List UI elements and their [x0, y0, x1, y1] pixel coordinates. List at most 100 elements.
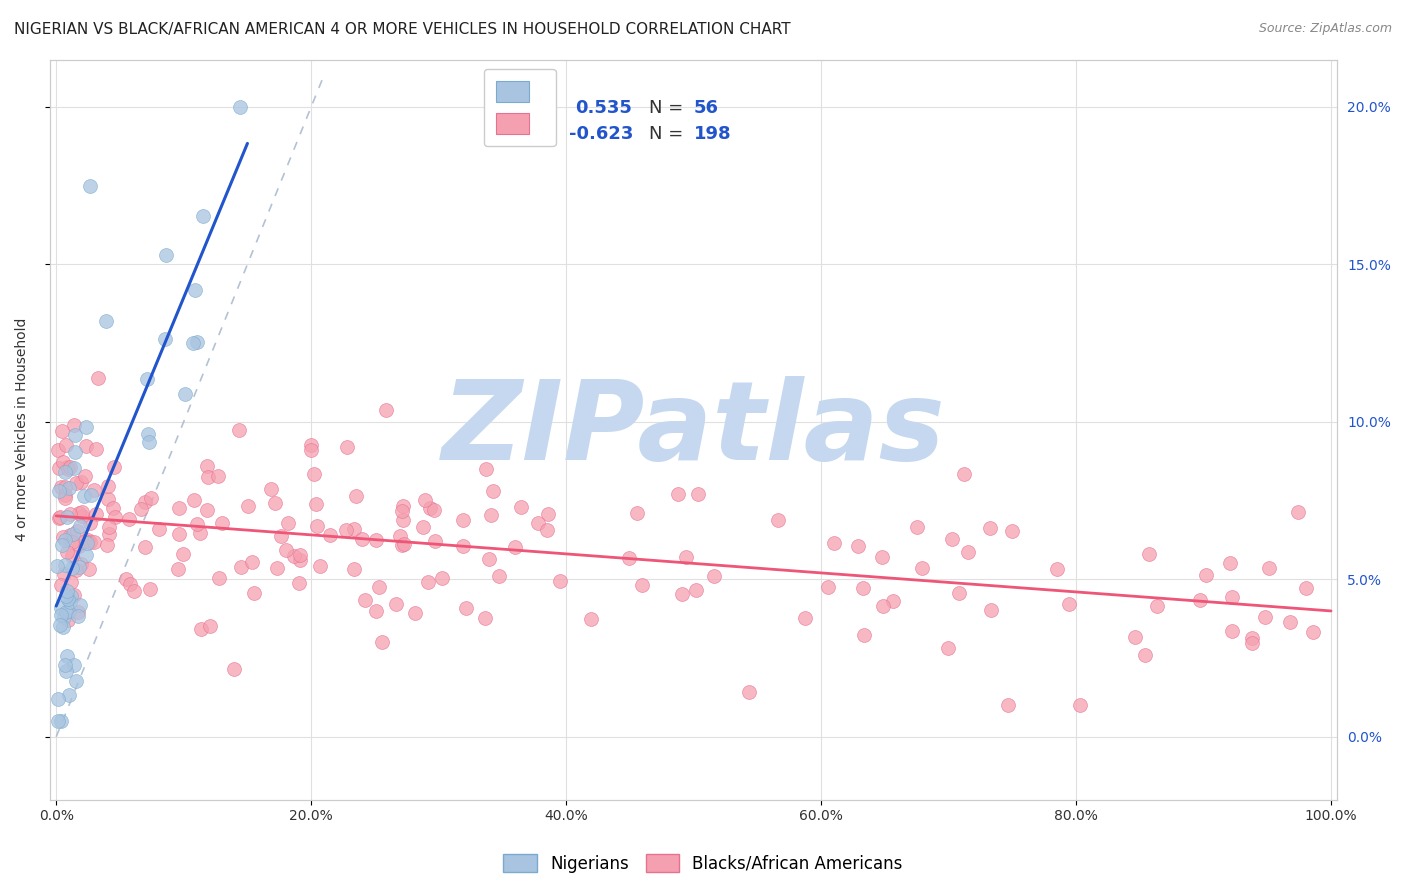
Point — [368, 580, 391, 594]
Point — [72, 504, 94, 518]
Point — [73, 469, 96, 483]
Point — [53, 480, 76, 494]
Point — [299, 438, 322, 452]
Point — [83, 534, 105, 549]
Point — [83, 483, 105, 498]
Point — [686, 487, 709, 501]
Point — [167, 501, 190, 516]
Point — [302, 467, 325, 481]
Point — [671, 587, 693, 601]
Point — [288, 575, 311, 590]
Point — [58, 482, 80, 496]
Point — [195, 503, 218, 517]
Point — [65, 564, 87, 578]
Point — [980, 602, 1002, 616]
Point — [1258, 560, 1281, 574]
Point — [738, 685, 761, 699]
Point — [343, 522, 366, 536]
Point — [172, 547, 194, 561]
Point — [59, 528, 82, 542]
Point — [509, 500, 531, 515]
Point — [195, 458, 218, 473]
Legend: Nigerians, Blacks/African Americans: Nigerians, Blacks/African Americans — [496, 847, 910, 880]
Point — [97, 527, 120, 541]
Point — [207, 469, 229, 483]
Point — [242, 585, 264, 599]
Point — [58, 688, 80, 702]
Point — [283, 549, 305, 563]
Point — [675, 550, 697, 565]
Point — [948, 586, 970, 600]
Point — [305, 519, 328, 533]
Text: NIGERIAN VS BLACK/AFRICAN AMERICAN 4 OR MORE VEHICLES IN HOUSEHOLD CORRELATION C: NIGERIAN VS BLACK/AFRICAN AMERICAN 4 OR … — [14, 22, 790, 37]
Point — [134, 495, 156, 509]
Point — [191, 209, 214, 223]
Point — [319, 528, 342, 542]
Point — [63, 417, 86, 432]
Point — [1220, 624, 1243, 639]
Point — [184, 283, 207, 297]
Point — [72, 509, 94, 524]
Point — [685, 582, 707, 597]
Point — [59, 508, 82, 522]
Point — [56, 649, 79, 664]
Point — [67, 560, 90, 574]
Point — [1302, 624, 1324, 639]
Point — [56, 459, 79, 474]
Point — [391, 499, 413, 513]
Point — [59, 589, 82, 603]
Point — [52, 566, 75, 581]
Point — [416, 575, 439, 590]
Point — [45, 559, 67, 574]
Point — [96, 538, 118, 552]
Point — [67, 539, 90, 553]
Point — [626, 506, 648, 520]
Point — [186, 516, 208, 531]
Text: Source: ZipAtlas.com: Source: ZipAtlas.com — [1258, 22, 1392, 36]
Point — [48, 460, 70, 475]
Point — [1188, 593, 1211, 607]
Point — [579, 612, 602, 626]
Point — [979, 521, 1001, 535]
Point — [503, 540, 526, 554]
Point — [823, 536, 845, 550]
Legend: , : , — [484, 69, 555, 146]
Point — [391, 504, 413, 518]
Point — [364, 533, 387, 547]
Point — [53, 610, 76, 624]
Point — [134, 540, 156, 554]
Point — [55, 589, 77, 603]
Point — [1279, 615, 1302, 629]
Point — [1295, 581, 1317, 595]
Point — [229, 559, 252, 574]
Text: N =: N = — [648, 125, 689, 143]
Text: N =: N = — [648, 99, 689, 117]
Point — [344, 489, 367, 503]
Text: R =: R = — [523, 99, 562, 117]
Point — [129, 501, 152, 516]
Text: ZIPatlas: ZIPatlas — [441, 376, 945, 483]
Point — [167, 526, 190, 541]
Point — [1123, 630, 1146, 644]
Point — [1133, 648, 1156, 662]
Point — [120, 576, 142, 591]
Point — [997, 698, 1019, 713]
Point — [49, 578, 72, 592]
Point — [415, 493, 437, 508]
Point — [117, 512, 139, 526]
Point — [1254, 610, 1277, 624]
Point — [375, 402, 398, 417]
Point — [52, 455, 75, 469]
Point — [46, 692, 69, 706]
Point — [80, 488, 103, 502]
Point — [905, 520, 928, 534]
Point — [391, 538, 413, 552]
Point — [852, 581, 875, 595]
Point — [952, 467, 974, 482]
Point — [290, 548, 312, 562]
Point — [51, 424, 73, 438]
Point — [76, 536, 98, 550]
Point — [188, 526, 211, 541]
Point — [766, 513, 789, 527]
Point — [371, 635, 394, 649]
